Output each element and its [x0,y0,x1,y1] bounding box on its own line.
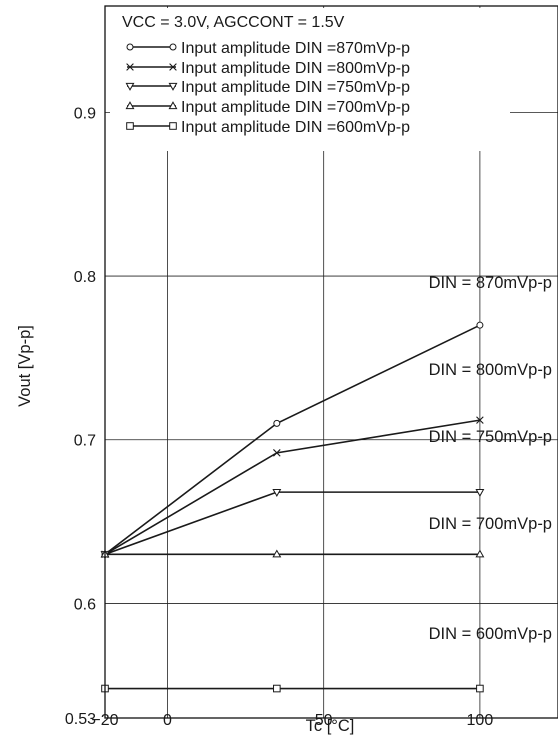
legend-marker-start-2 [125,82,135,91]
legend-marker-start-0 [126,43,134,51]
curve-label-3: DIN = 700mVp-p [429,515,552,533]
curve-label-1: DIN = 800mVp-p [429,361,552,379]
legend-label-4: Input amplitude DIN =600mVp-p [181,119,410,136]
legend-label-3: Input amplitude DIN =700mVp-p [181,99,410,116]
curve-label-layer: DIN = 870mVp-p DIN = 800mVp-p DIN = 750mVp… [429,274,552,643]
x-tick-label-2: 50 [315,712,333,729]
legend-label-2: Input amplitude DIN =750mVp-p [181,79,410,96]
curve-label-4: DIN = 600mVp-p [429,625,552,643]
axis-layer: 0.53 0.6 0.7 0.8 0.9 −20 0 50 100 Tc [°C] Vout [Vp… [16,5,558,735]
curve-label-2: DIN = 750mVp-p [429,428,552,446]
legend-marker-end-4 [169,122,177,130]
data-point-s1-p1 [273,449,281,457]
legend-marker-end-1 [169,63,177,71]
x-tick-label-3: 100 [467,712,494,729]
x-axis-title: Tc [°C] [306,717,355,735]
data-point-s4-p1 [273,684,281,693]
plot-frame [104,5,558,719]
y-axis-title: Vout [Vp-p] [16,325,34,407]
data-point-s1-p2 [476,416,484,424]
y-tick-label-3: 0.8 [74,269,96,286]
legend-marker-start-3 [125,101,135,110]
data-point-s4-p2 [476,684,484,693]
legend-label-0: Input amplitude DIN =870mVp-p [181,40,410,57]
series-layer [100,321,485,693]
data-point-s0-p2 [476,321,484,329]
legend: VCC = 3.0V, AGCCONT = 1.5V Input amplitud… [110,8,510,151]
y-tick-label-2: 0.7 [74,433,96,450]
x-tick-label-0: −20 [91,712,118,729]
legend-marker-end-3 [168,101,178,110]
x-tick-label-1: 0 [163,712,172,729]
data-point-s0-p1 [273,419,281,427]
data-point-s3-p2 [475,549,485,558]
legend-title: VCC = 3.0V, AGCCONT = 1.5V [122,14,345,31]
series-line-2 [104,491,480,556]
curve-label-0: DIN = 870mVp-p [429,274,552,292]
legend-marker-end-0 [169,43,177,51]
data-point-s3-p1 [272,549,282,558]
y-tick-label-0: 0.53 [65,711,96,728]
legend-label-1: Input amplitude DIN =800mVp-p [181,60,410,77]
data-point-s2-p2 [475,489,485,497]
legend-marker-start-1 [126,63,134,71]
y-tick-label-1: 0.6 [74,596,96,613]
y-tick-label-4: 0.9 [74,105,96,122]
data-point-s2-p1 [272,489,282,497]
legend-marker-end-2 [168,82,178,91]
legend-marker-start-4 [126,122,134,130]
